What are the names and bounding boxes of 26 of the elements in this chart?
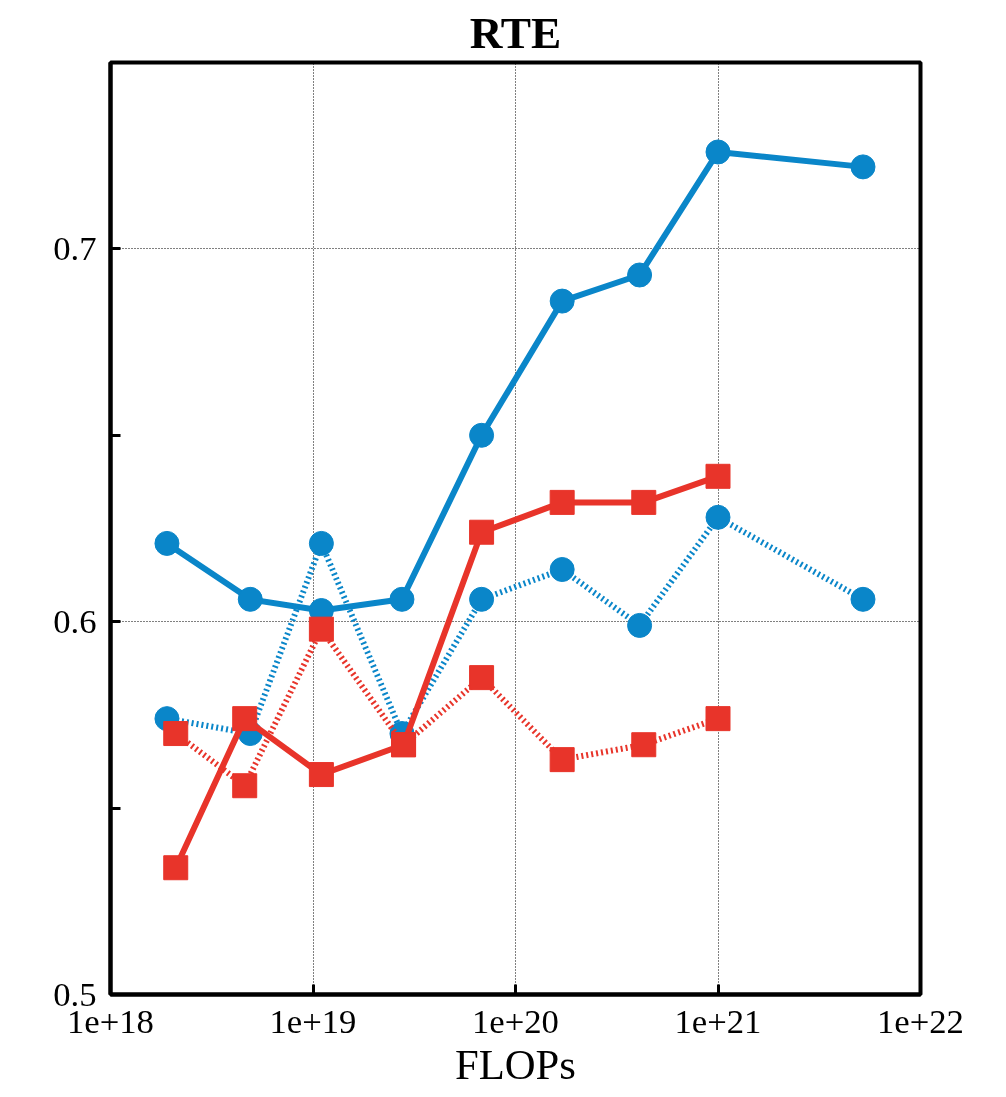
point xyxy=(232,706,258,732)
x-tick-label: 1e+19 xyxy=(269,1001,357,1040)
x-axis-title: FLOPs xyxy=(455,1040,576,1088)
point xyxy=(549,288,575,314)
chart-title: RTE xyxy=(469,7,562,58)
point xyxy=(154,530,180,556)
point xyxy=(549,557,575,582)
point xyxy=(389,586,415,612)
point xyxy=(232,773,258,799)
x-tick-label: 1e+21 xyxy=(674,1001,762,1040)
point xyxy=(469,586,495,612)
point xyxy=(549,747,575,773)
point xyxy=(705,139,731,165)
point xyxy=(469,422,495,448)
x-tick-label: 1e+20 xyxy=(472,1001,559,1040)
point xyxy=(705,463,731,489)
point xyxy=(705,504,731,530)
y-tick-label: 0.7 xyxy=(53,228,97,267)
point xyxy=(469,519,495,545)
point xyxy=(627,612,653,638)
y-tick-label: 0.6 xyxy=(53,601,97,640)
point xyxy=(549,489,575,515)
point xyxy=(627,262,653,288)
point xyxy=(705,706,731,732)
point xyxy=(469,665,495,691)
x-tick-label: 1e+22 xyxy=(877,1001,964,1040)
